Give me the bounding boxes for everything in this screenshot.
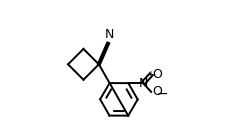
Text: O: O [153,85,162,98]
Text: N: N [104,28,114,41]
Text: −: − [156,87,168,101]
Text: N: N [138,77,148,90]
Text: +: + [146,70,154,80]
Text: O: O [153,68,162,81]
